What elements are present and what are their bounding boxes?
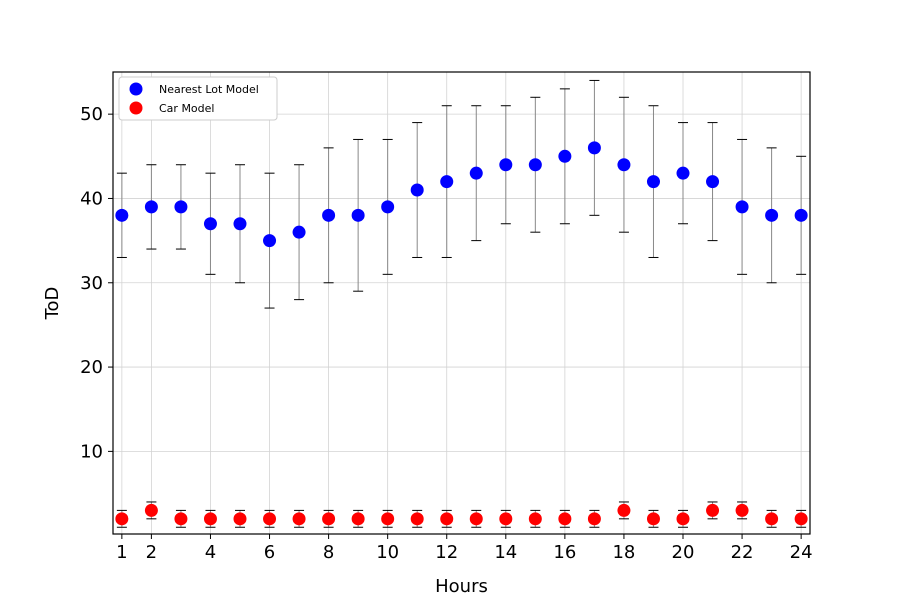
car-model-point: [558, 512, 572, 526]
nearest-lot-point: [794, 208, 808, 222]
car-model-point: [440, 512, 454, 526]
legend: Nearest Lot Model Car Model: [118, 76, 278, 121]
y-tick-label: 20: [80, 357, 103, 378]
nearest-lot-point: [617, 158, 631, 172]
legend-label-nearest-lot: Nearest Lot Model: [159, 83, 259, 96]
x-tick-label: 14: [494, 542, 517, 563]
car-model-point: [794, 512, 808, 526]
car-model-point: [322, 512, 336, 526]
nearest-lot-point: [263, 234, 277, 248]
car-model-point: [499, 512, 513, 526]
nearest-lot-point: [676, 166, 690, 180]
nearest-lot-point: [469, 166, 483, 180]
x-tick-label: 2: [146, 542, 157, 563]
x-tick-label: 1: [116, 542, 127, 563]
y-tick-label: 30: [80, 273, 103, 294]
nearest-lot-point: [587, 141, 601, 155]
x-tick-label: 18: [612, 542, 635, 563]
y-axis-title: ToD: [42, 287, 63, 321]
car-model-point: [292, 512, 306, 526]
legend-marker-nearest-lot: [129, 82, 143, 96]
plot-frame: [112, 71, 811, 535]
nearest-lot-point: [381, 200, 395, 214]
car-model-point: [735, 503, 749, 517]
y-tick-label: 10: [80, 441, 103, 462]
nearest-lot-point: [499, 158, 513, 172]
car-model-point: [174, 512, 188, 526]
x-tick-label: 12: [435, 542, 458, 563]
car-model-point: [115, 512, 129, 526]
car-model-point: [203, 512, 217, 526]
x-axis-title: Hours: [435, 576, 488, 597]
data-points: [115, 141, 808, 526]
nearest-lot-point: [528, 158, 542, 172]
car-model-point: [351, 512, 365, 526]
x-tick-label: 24: [790, 542, 813, 563]
nearest-lot-point: [440, 175, 454, 189]
nearest-lot-point: [115, 208, 129, 222]
x-tick-label: 20: [672, 542, 695, 563]
y-tick-label: 50: [80, 104, 103, 125]
car-model-point: [528, 512, 542, 526]
x-axis-ticks: 1 2 4 6 8 10 12 14 16 18 20 22 24: [116, 534, 813, 563]
car-model-point: [263, 512, 277, 526]
nearest-lot-point: [322, 208, 336, 222]
x-tick-label: 4: [205, 542, 216, 563]
x-tick-label: 22: [731, 542, 754, 563]
x-tick-label: 16: [553, 542, 576, 563]
nearest-lot-point: [144, 200, 158, 214]
nearest-lot-point: [558, 149, 572, 163]
nearest-lot-point: [735, 200, 749, 214]
nearest-lot-point: [351, 208, 365, 222]
car-model-point: [587, 512, 601, 526]
nearest-lot-point: [765, 208, 779, 222]
car-model-point: [676, 512, 690, 526]
legend-label-car-model: Car Model: [159, 102, 214, 115]
legend-box: [118, 76, 278, 121]
car-model-point: [469, 512, 483, 526]
nearest-lot-point: [706, 175, 720, 189]
y-tick-label: 40: [80, 188, 103, 209]
nearest-lot-point: [233, 217, 247, 231]
car-model-point: [144, 503, 158, 517]
legend-marker-car-model: [129, 101, 143, 115]
car-model-point: [706, 503, 720, 517]
car-model-point: [765, 512, 779, 526]
nearest-lot-point: [174, 200, 188, 214]
car-model-point: [233, 512, 247, 526]
nearest-lot-point: [203, 217, 217, 231]
x-tick-label: 6: [264, 542, 275, 563]
x-tick-label: 10: [376, 542, 399, 563]
nearest-lot-point: [410, 183, 424, 197]
car-model-point: [410, 512, 424, 526]
nearest-lot-point: [292, 225, 306, 239]
nearest-lot-point: [646, 175, 660, 189]
car-model-point: [617, 503, 631, 517]
car-model-point: [646, 512, 660, 526]
y-axis-ticks: 10 20 30 40 50: [80, 104, 113, 462]
x-tick-label: 8: [323, 542, 334, 563]
car-model-point: [381, 512, 395, 526]
